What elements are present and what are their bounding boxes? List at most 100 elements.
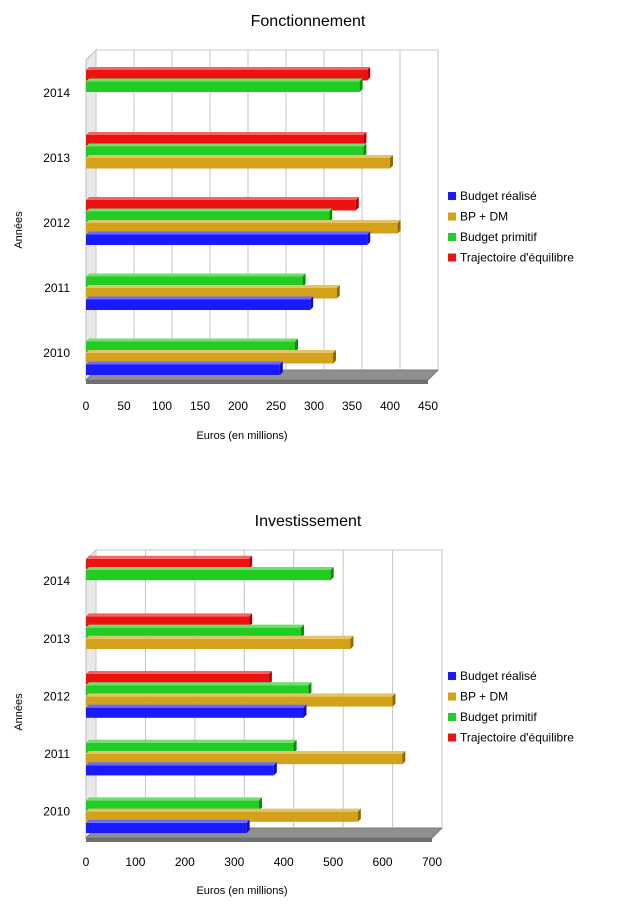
- legend-label: Budget primitif: [460, 230, 537, 244]
- chart-1: Investissement 0 100 200 300 400 500 600 700 2010…: [13, 513, 574, 897]
- bar: [86, 231, 371, 245]
- legend-swatch: [448, 253, 456, 262]
- chart-floor-edge: [86, 838, 432, 842]
- bar-end: [359, 78, 363, 92]
- y-tick-label: 2011: [44, 281, 70, 295]
- bar-end: [249, 613, 253, 627]
- bar-end: [397, 220, 401, 234]
- bar: [86, 285, 340, 299]
- legend-label: BP + DM: [460, 210, 508, 224]
- bar-front: [86, 685, 309, 696]
- bar-end: [246, 819, 250, 833]
- bar-front: [86, 211, 330, 222]
- bar-front: [86, 223, 398, 234]
- legend-label: Budget primitif: [460, 710, 537, 724]
- bar-top: [86, 338, 298, 342]
- bar: [86, 273, 306, 287]
- bar-front: [86, 276, 303, 287]
- legend-swatch: [448, 192, 456, 200]
- bar-top: [86, 693, 396, 697]
- bar-front: [86, 616, 250, 627]
- bar-end: [303, 704, 307, 718]
- legend-swatch: [448, 692, 456, 701]
- x-tick-label: 300: [304, 399, 324, 413]
- bar: [86, 693, 396, 707]
- bar-top: [86, 208, 333, 212]
- x-tick-label: 100: [125, 855, 145, 869]
- bar-front: [86, 765, 274, 776]
- legend-swatch: [448, 233, 456, 241]
- bar: [86, 555, 253, 569]
- bar-top: [86, 350, 336, 353]
- legend-swatch: [448, 733, 456, 742]
- chart-title: Fonctionnement: [251, 13, 366, 30]
- bar-front: [86, 364, 280, 375]
- bar-top: [86, 78, 363, 82]
- bar-end: [363, 132, 367, 146]
- x-tick-label: 200: [228, 399, 248, 413]
- legend-swatch: [448, 713, 456, 721]
- bar: [86, 624, 305, 638]
- x-tick-label: 700: [422, 855, 442, 869]
- bar-top: [86, 671, 272, 674]
- x-tick-label: 150: [190, 399, 210, 413]
- bar-top: [86, 143, 367, 147]
- bar-end: [363, 143, 367, 157]
- y-tick-label: 2013: [43, 632, 70, 646]
- bar-front: [86, 81, 360, 92]
- x-tick-label: 0: [83, 399, 90, 413]
- bar-front: [86, 570, 331, 581]
- bar-front: [86, 353, 333, 364]
- bar-top: [86, 635, 354, 639]
- y-tick-label: 2010: [43, 346, 70, 360]
- bar-end: [402, 751, 406, 765]
- bar-top: [86, 555, 253, 559]
- bar: [86, 220, 401, 234]
- bar-front: [86, 627, 302, 638]
- y-tick-label: 2014: [43, 574, 70, 588]
- bar-end: [367, 231, 371, 245]
- bar: [86, 762, 277, 776]
- bar: [86, 704, 307, 718]
- x-tick-label: 350: [342, 399, 362, 413]
- x-tick-label: 500: [323, 855, 343, 869]
- bar-front: [86, 200, 356, 211]
- bar-front: [86, 674, 269, 685]
- bar-end: [310, 296, 314, 310]
- x-tick-label: 100: [152, 399, 172, 413]
- bar-front: [86, 70, 368, 81]
- bar-end: [279, 361, 283, 375]
- x-tick-label: 400: [380, 399, 400, 413]
- bar-top: [86, 739, 297, 743]
- bar: [86, 682, 312, 696]
- bar-end: [268, 671, 272, 685]
- x-tick-label: 250: [266, 399, 286, 413]
- bar: [86, 197, 359, 211]
- bar-end: [293, 739, 297, 753]
- bar-top: [86, 624, 305, 628]
- y-tick-label: 2012: [43, 216, 70, 230]
- legend-label: Budget réalisé: [460, 189, 537, 203]
- bar: [86, 296, 314, 310]
- bar: [86, 808, 361, 822]
- bar-front: [86, 558, 250, 569]
- bar-end: [355, 197, 359, 211]
- bar-front: [86, 341, 295, 352]
- y-axis-label: Années: [13, 693, 25, 731]
- chart-floor-edge: [86, 380, 428, 384]
- bar-end: [392, 693, 396, 707]
- bar-end: [367, 67, 371, 81]
- bar: [86, 338, 298, 352]
- legend-label: BP + DM: [460, 690, 508, 704]
- bar: [86, 67, 371, 81]
- bar-end: [333, 350, 336, 364]
- bar-front: [86, 696, 393, 707]
- bar-end: [357, 808, 361, 822]
- bar-end: [249, 555, 253, 569]
- bar-front: [86, 146, 364, 157]
- legend-label: Trajectoire d'équilibre: [460, 731, 574, 745]
- legend-label: Trajectoire d'équilibre: [460, 251, 574, 265]
- bar-top: [86, 231, 371, 235]
- bar: [86, 635, 354, 649]
